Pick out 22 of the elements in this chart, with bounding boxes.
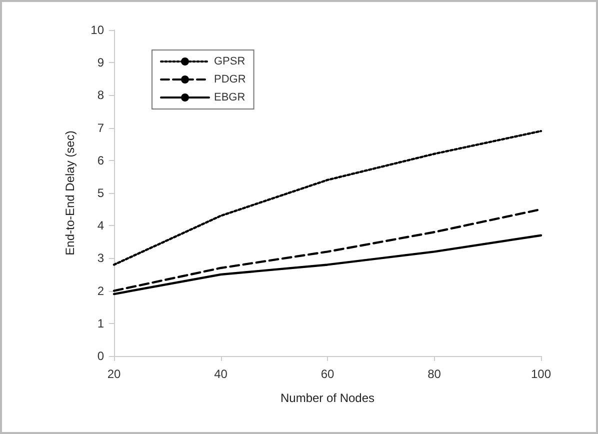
y-tick-label: 0	[97, 349, 104, 363]
legend-label: PDGR	[214, 74, 246, 86]
y-tick-label: 3	[97, 251, 104, 266]
y-tick-label: 8	[97, 88, 104, 102]
y-axis-title: End-to-End Delay (sec)	[63, 130, 77, 256]
y-tick-label: 7	[97, 120, 104, 135]
y-tick-label: 6	[97, 153, 104, 168]
x-axis-title: Number of Nodes	[280, 391, 375, 405]
x-tick-label: 60	[320, 367, 334, 381]
x-tick-label: 40	[214, 367, 228, 381]
x-tick-label: 20	[107, 367, 121, 381]
legend-label: GPSR	[214, 56, 246, 68]
x-tick-label: 100	[530, 367, 552, 381]
line-series	[112, 130, 542, 266]
y-tick-label: 4	[97, 218, 104, 233]
y-tick-label: 2	[97, 284, 104, 298]
x-tick-label: 80	[428, 367, 442, 381]
y-tick-label: 1	[97, 316, 104, 330]
legend-label: EBGR	[214, 92, 246, 104]
y-tick-label: 9	[97, 56, 104, 70]
y-tick-label: 10	[90, 23, 104, 37]
y-tick-label: 5	[97, 186, 104, 200]
